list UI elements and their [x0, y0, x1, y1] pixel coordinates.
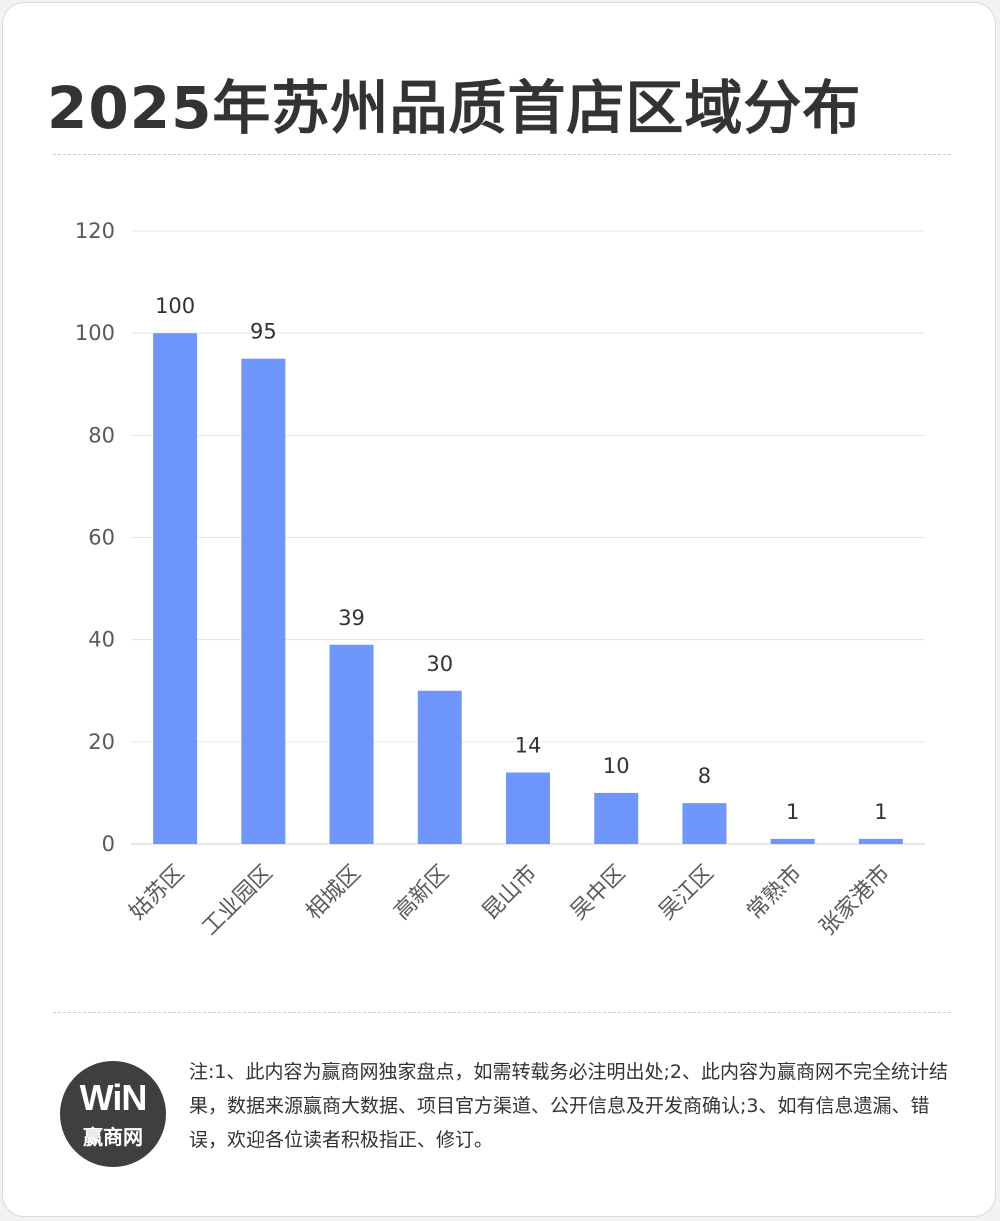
bar: [153, 333, 198, 844]
data-label: 95: [250, 320, 277, 344]
y-tick-label: 120: [75, 219, 115, 243]
y-tick-label: 40: [88, 628, 115, 652]
bar: [417, 690, 462, 844]
footer-note: 注:1、此内容为赢商网独家盘点，如需转载务必注明出处;2、此内容为赢商网不完全统…: [189, 1061, 948, 1151]
y-tick-label: 100: [75, 321, 115, 345]
bar: [858, 838, 903, 844]
bar-chart: 0 20 40 60 80 100 120 100 姑苏区 95 工业园区 39 相城区 30 高新区 14 昆…: [75, 219, 925, 941]
page-title: 2025年苏州品质首店区域分布: [47, 74, 862, 142]
data-label: 100: [155, 294, 195, 318]
x-tick-label: 张家港市: [815, 861, 895, 941]
x-tick-label: 吴江区: [654, 861, 718, 925]
bottom-divider: [53, 1012, 951, 1013]
bar: [594, 792, 639, 844]
y-tick-label: 20: [88, 730, 115, 754]
data-label: 30: [426, 652, 453, 676]
data-label: 1: [786, 800, 799, 824]
logo-name: 赢商网: [83, 1125, 143, 1149]
y-tick-label: 80: [88, 423, 115, 447]
y-tick-label: 0: [102, 832, 115, 856]
logo-mark: WiN: [79, 1077, 148, 1118]
bar: [329, 644, 374, 844]
bar: [241, 358, 286, 844]
x-tick-label: 昆山市: [478, 861, 542, 925]
data-label: 8: [698, 764, 711, 788]
x-tick-label: 姑苏区: [125, 861, 189, 925]
x-tick-label: 常熟市: [743, 861, 807, 925]
data-label: 10: [603, 754, 630, 778]
x-tick-label: 高新区: [390, 861, 454, 925]
x-tick-label: 相城区: [301, 861, 365, 925]
data-label: 14: [515, 733, 542, 757]
data-label: 1: [874, 800, 887, 824]
top-divider: [53, 154, 951, 155]
y-tick-label: 60: [88, 526, 115, 550]
brand-logo: WiN 赢商网: [60, 1061, 166, 1167]
x-tick-label: 工业园区: [198, 861, 278, 941]
bar: [506, 772, 550, 844]
x-tick-label: 吴中区: [566, 861, 630, 925]
data-label: 39: [338, 606, 365, 630]
bar: [770, 838, 815, 844]
bar: [682, 803, 727, 844]
